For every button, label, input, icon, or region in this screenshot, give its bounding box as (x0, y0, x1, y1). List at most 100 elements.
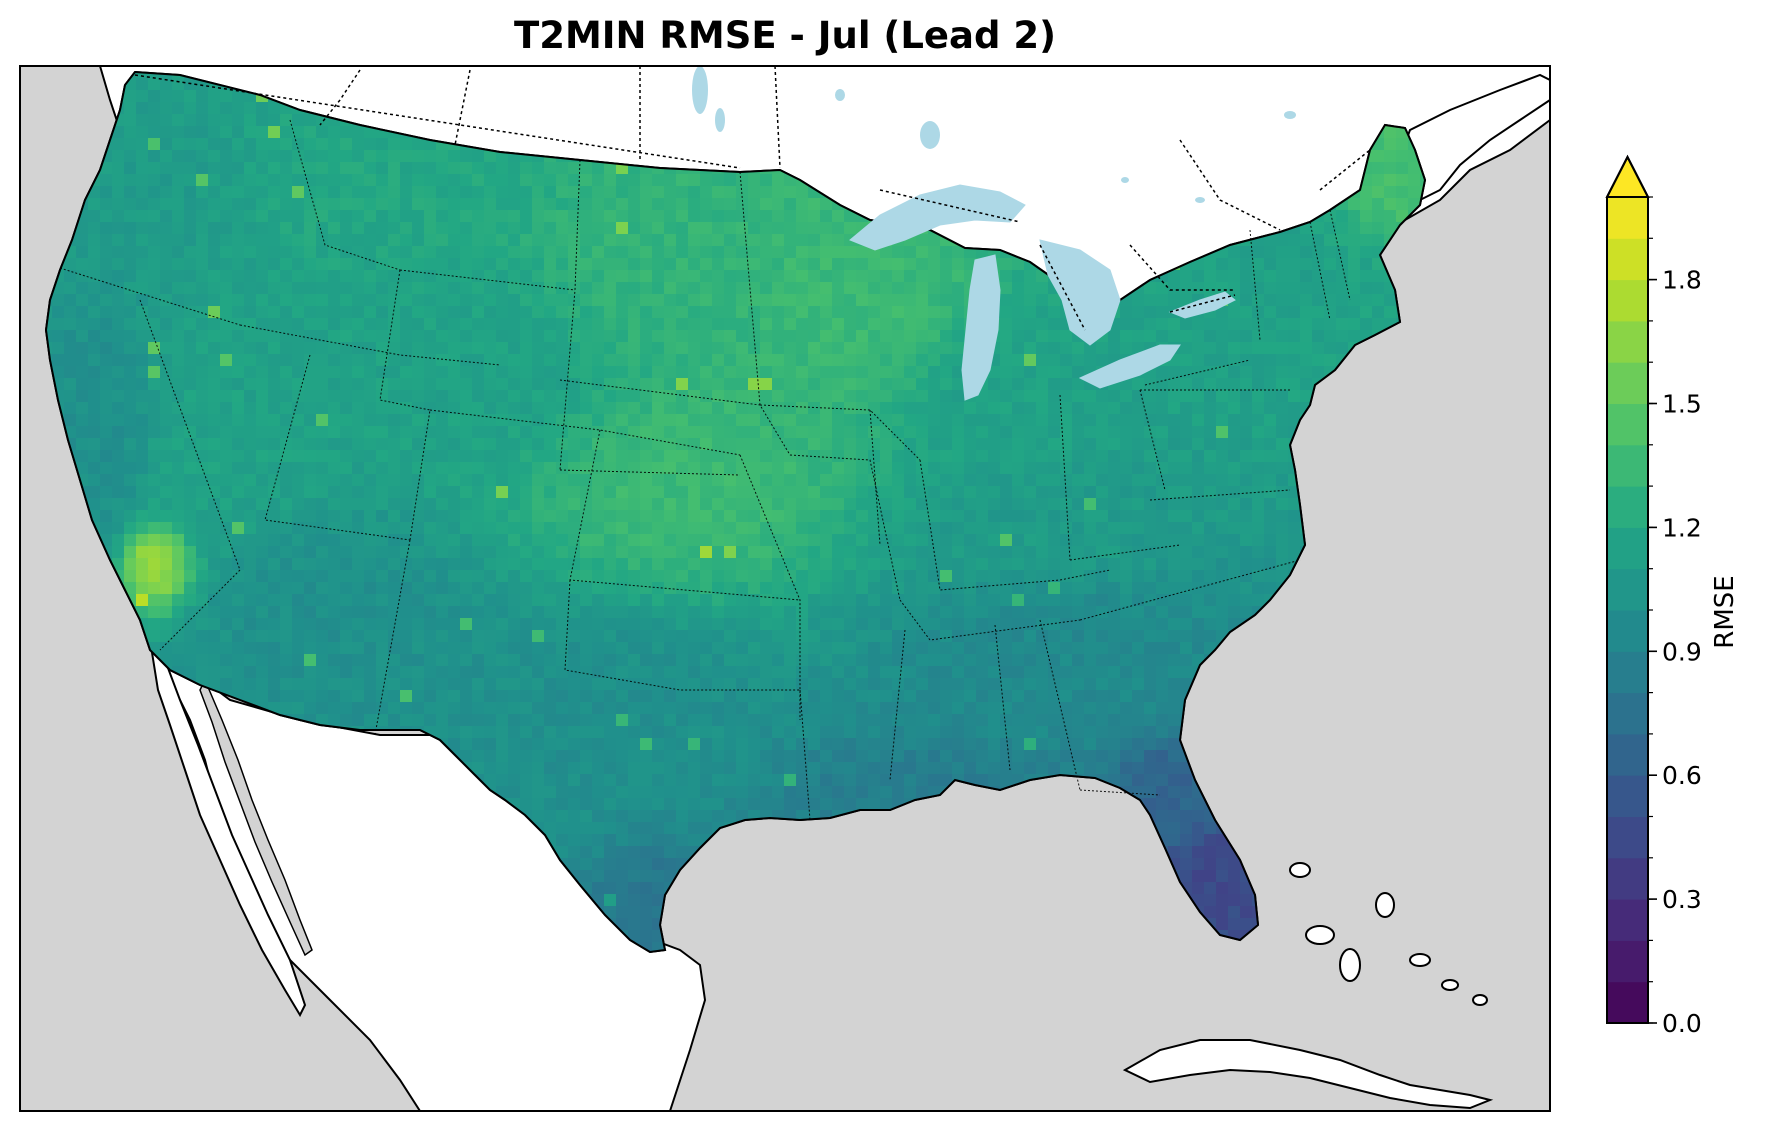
rmse-grid-cell (88, 294, 101, 307)
rmse-grid-cell (484, 198, 497, 211)
rmse-grid-cell (508, 510, 521, 523)
rmse-grid-cell (256, 222, 269, 235)
rmse-grid-cell (580, 210, 593, 223)
rmse-grid-cell (124, 198, 137, 211)
rmse-grid-cell (1048, 426, 1061, 439)
rmse-grid-cell (112, 330, 125, 343)
rmse-grid-cell (448, 318, 461, 331)
rmse-grid-cell (220, 138, 233, 151)
rmse-grid-cell (412, 570, 425, 583)
rmse-grid-cell (820, 222, 833, 235)
rmse-grid-cell (1012, 282, 1025, 295)
rmse-grid-cell (856, 354, 869, 367)
rmse-grid-cell (568, 366, 581, 379)
rmse-grid-cell (724, 450, 737, 463)
rmse-grid-cell (628, 474, 641, 487)
rmse-grid-cell (256, 558, 269, 571)
rmse-grid-cell (160, 390, 173, 403)
rmse-grid-cell (544, 282, 557, 295)
rmse-grid-cell (172, 366, 185, 379)
rmse-grid-cell (964, 522, 977, 535)
rmse-grid-cell (328, 246, 341, 259)
rmse-grid-cell (1228, 258, 1241, 271)
rmse-grid-cell (1264, 294, 1277, 307)
rmse-grid-cell (1240, 426, 1253, 439)
rmse-grid-cell (1036, 450, 1049, 463)
rmse-grid-cell (244, 150, 257, 163)
rmse-grid-cell (1060, 366, 1073, 379)
rmse-grid-cell (724, 570, 737, 583)
rmse-grid-cell (712, 294, 725, 307)
rmse-grid-cell (808, 522, 821, 535)
rmse-grid-cell (1168, 378, 1181, 391)
rmse-grid-cell (448, 162, 461, 175)
rmse-grid-cell (1108, 438, 1121, 451)
rmse-grid-cell (1408, 162, 1421, 175)
rmse-grid-cell (592, 174, 605, 187)
rmse-grid-cell (160, 486, 173, 499)
rmse-grid-cell (892, 462, 905, 475)
rmse-grid-cell (640, 306, 653, 319)
rmse-grid-cell (388, 486, 401, 499)
rmse-grid-cell (592, 366, 605, 379)
rmse-grid-cell (52, 354, 65, 367)
rmse-grid-cell (796, 486, 809, 499)
rmse-grid-cell (1288, 510, 1301, 523)
rmse-grid-cell (520, 258, 533, 271)
rmse-grid-cell (328, 558, 341, 571)
rmse-grid-cell (88, 438, 101, 451)
rmse-grid-cell (700, 234, 713, 247)
rmse-grid-cell (220, 414, 233, 427)
rmse-grid-cell (988, 498, 1001, 511)
rmse-grid-cell (1168, 366, 1181, 379)
rmse-grid-cell (184, 282, 197, 295)
rmse-grid-cell (316, 234, 329, 247)
rmse-grid-cell (460, 522, 473, 535)
rmse-grid-cell (220, 270, 233, 283)
rmse-grid-cell (304, 354, 317, 367)
rmse-grid-cell (160, 78, 173, 91)
rmse-grid-cell (1144, 462, 1157, 475)
rmse-grid-cell (1096, 426, 1109, 439)
rmse-grid-cell (256, 246, 269, 259)
rmse-grid-cell (316, 174, 329, 187)
rmse-grid-cell (904, 246, 917, 259)
rmse-grid-cell (352, 282, 365, 295)
rmse-grid-cell (148, 162, 161, 175)
rmse-grid-cell (712, 450, 725, 463)
rmse-grid-cell (616, 426, 629, 439)
rmse-grid-cell (592, 474, 605, 487)
rmse-grid-cell (172, 90, 185, 103)
rmse-grid-cell (568, 546, 581, 559)
rmse-grid-cell (544, 402, 557, 415)
rmse-grid-cell (928, 234, 941, 247)
rmse-grid-cell (1084, 546, 1097, 559)
rmse-grid-cell (652, 534, 665, 547)
rmse-grid-cell (628, 498, 641, 511)
rmse-grid-cell (628, 258, 641, 271)
rmse-grid-cell (1120, 330, 1133, 343)
rmse-grid-cell (616, 186, 629, 199)
rmse-grid-cell (508, 282, 521, 295)
rmse-grid-cell (88, 222, 101, 235)
rmse-grid-cell (112, 462, 125, 475)
rmse-grid-cell (1324, 234, 1337, 247)
rmse-grid-cell (832, 414, 845, 427)
rmse-grid-cell (664, 522, 677, 535)
rmse-grid-cell (1180, 474, 1193, 487)
rmse-grid-cell (112, 150, 125, 163)
rmse-grid-cell (448, 342, 461, 355)
rmse-grid-cell (604, 306, 617, 319)
rmse-grid-cell (232, 354, 245, 367)
rmse-grid-cell (772, 294, 785, 307)
rmse-grid-cell (664, 198, 677, 211)
rmse-grid-cell (1192, 462, 1205, 475)
rmse-grid-cell (628, 330, 641, 343)
rmse-grid-cell (808, 558, 821, 571)
rmse-grid-cell (1252, 426, 1265, 439)
rmse-grid-cell (904, 558, 917, 571)
rmse-grid-cell (1036, 378, 1049, 391)
rmse-grid-cell (1048, 294, 1061, 307)
rmse-grid-cell (76, 402, 89, 415)
rmse-grid-cell (640, 282, 653, 295)
